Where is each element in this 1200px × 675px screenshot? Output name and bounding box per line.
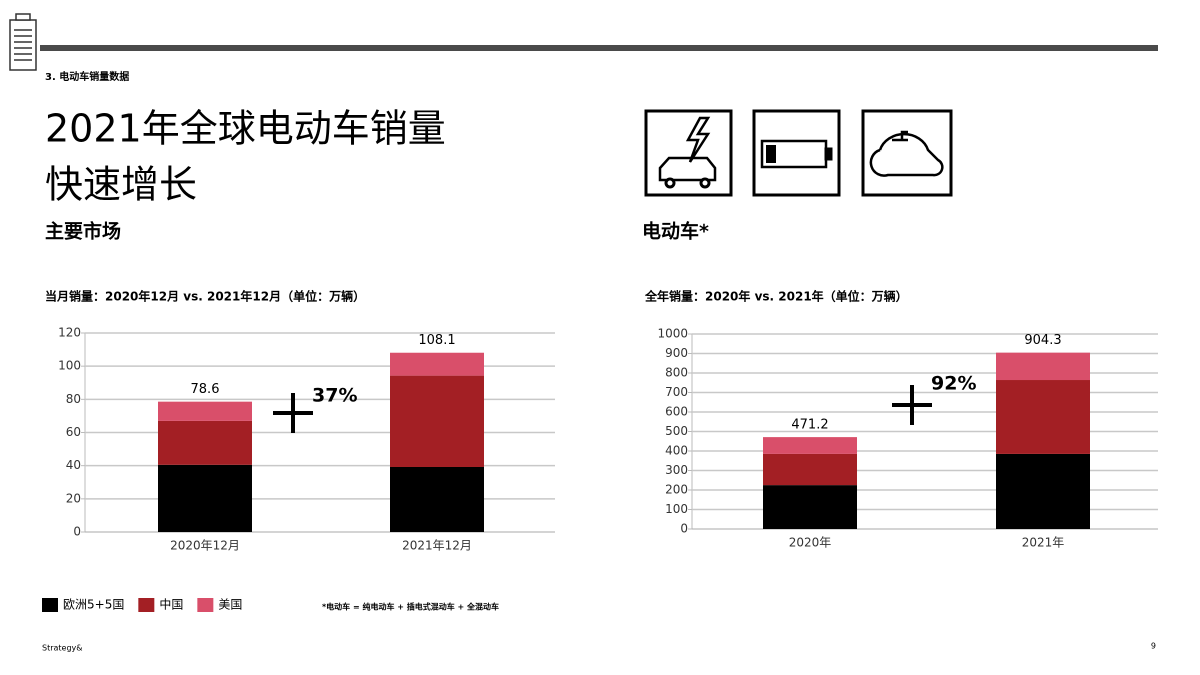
plus-sign — [892, 385, 932, 425]
bar-segment — [158, 464, 252, 532]
bar-segment — [158, 420, 252, 465]
chart-title: 当月销量：2020年12月 vs. 2021年12月（单位：万辆） — [45, 289, 365, 304]
y-tick-label: 200 — [665, 483, 688, 497]
total-label: 471.2 — [791, 418, 828, 433]
y-tick-label: 0 — [73, 525, 81, 539]
y-tick-label: 120 — [58, 326, 81, 340]
y-tick-label: 1000 — [657, 327, 688, 341]
legend-label: 美国 — [218, 598, 242, 612]
plus-sign — [273, 393, 313, 433]
legend-label: 欧洲5+5国 — [63, 598, 124, 612]
header-icon — [9, 13, 37, 71]
legend-swatch — [197, 598, 214, 612]
footer: Strategy& — [42, 644, 83, 653]
total-label: 904.3 — [1024, 333, 1061, 348]
y-tick-label: 500 — [665, 424, 688, 438]
section-label: 3. 电动车销量数据 — [45, 70, 129, 83]
bar-segment — [390, 466, 484, 532]
bar-segment — [158, 401, 252, 421]
ev-icons — [644, 109, 953, 197]
legend-label: 中国 — [159, 597, 183, 612]
bar-segment — [996, 453, 1090, 529]
legend: 欧洲5+5国 中国 美国 — [42, 597, 242, 612]
y-tick-label: 600 — [665, 405, 688, 419]
legend-swatch — [42, 598, 58, 612]
chart-title: 全年销量：2020年 vs. 2021年（单位：万辆） — [644, 289, 908, 304]
y-tick-label: 80 — [66, 392, 81, 406]
y-tick-label: 400 — [665, 444, 688, 458]
bar-segment — [996, 352, 1090, 381]
y-tick-label: 900 — [665, 346, 688, 360]
bar-segment — [390, 352, 484, 376]
bar-segment — [763, 485, 857, 529]
total-label: 108.1 — [418, 333, 455, 348]
x-tick-label: 2020年 — [789, 536, 832, 550]
growth-annotation: 37% — [312, 385, 357, 407]
y-tick-label: 100 — [665, 502, 688, 516]
y-tick-label: 100 — [58, 359, 81, 373]
bar-segment — [390, 375, 484, 467]
x-tick-label: 2021年 — [1022, 536, 1065, 550]
x-tick-label: 2021年12月 — [402, 539, 472, 553]
chart-heading: 主要市场 — [45, 220, 121, 243]
y-tick-label: 0 — [680, 522, 688, 536]
bar-segment — [763, 453, 857, 486]
y-tick-label: 700 — [665, 385, 688, 399]
growth-annotation: 92% — [931, 373, 976, 395]
y-tick-label: 800 — [665, 366, 688, 380]
y-tick-label: 20 — [66, 491, 81, 505]
y-tick-label: 300 — [665, 463, 688, 477]
total-label: 78.6 — [191, 382, 220, 397]
chart-heading: 电动车* — [642, 220, 709, 243]
slide-title: 2021年全球电动车销量 — [45, 107, 446, 151]
page-number: 9 — [1151, 642, 1156, 651]
x-tick-label: 2020年12月 — [170, 539, 240, 553]
y-tick-label: 60 — [66, 425, 81, 439]
bar-segment — [996, 380, 1090, 454]
bar-segment — [763, 437, 857, 454]
slide-title: 快速增长 — [45, 163, 197, 207]
footnote: *电动车 = 纯电动车 + 插电式混动车 + 全混动车 — [322, 602, 499, 612]
y-tick-label: 40 — [66, 458, 81, 472]
legend-swatch — [138, 598, 155, 612]
